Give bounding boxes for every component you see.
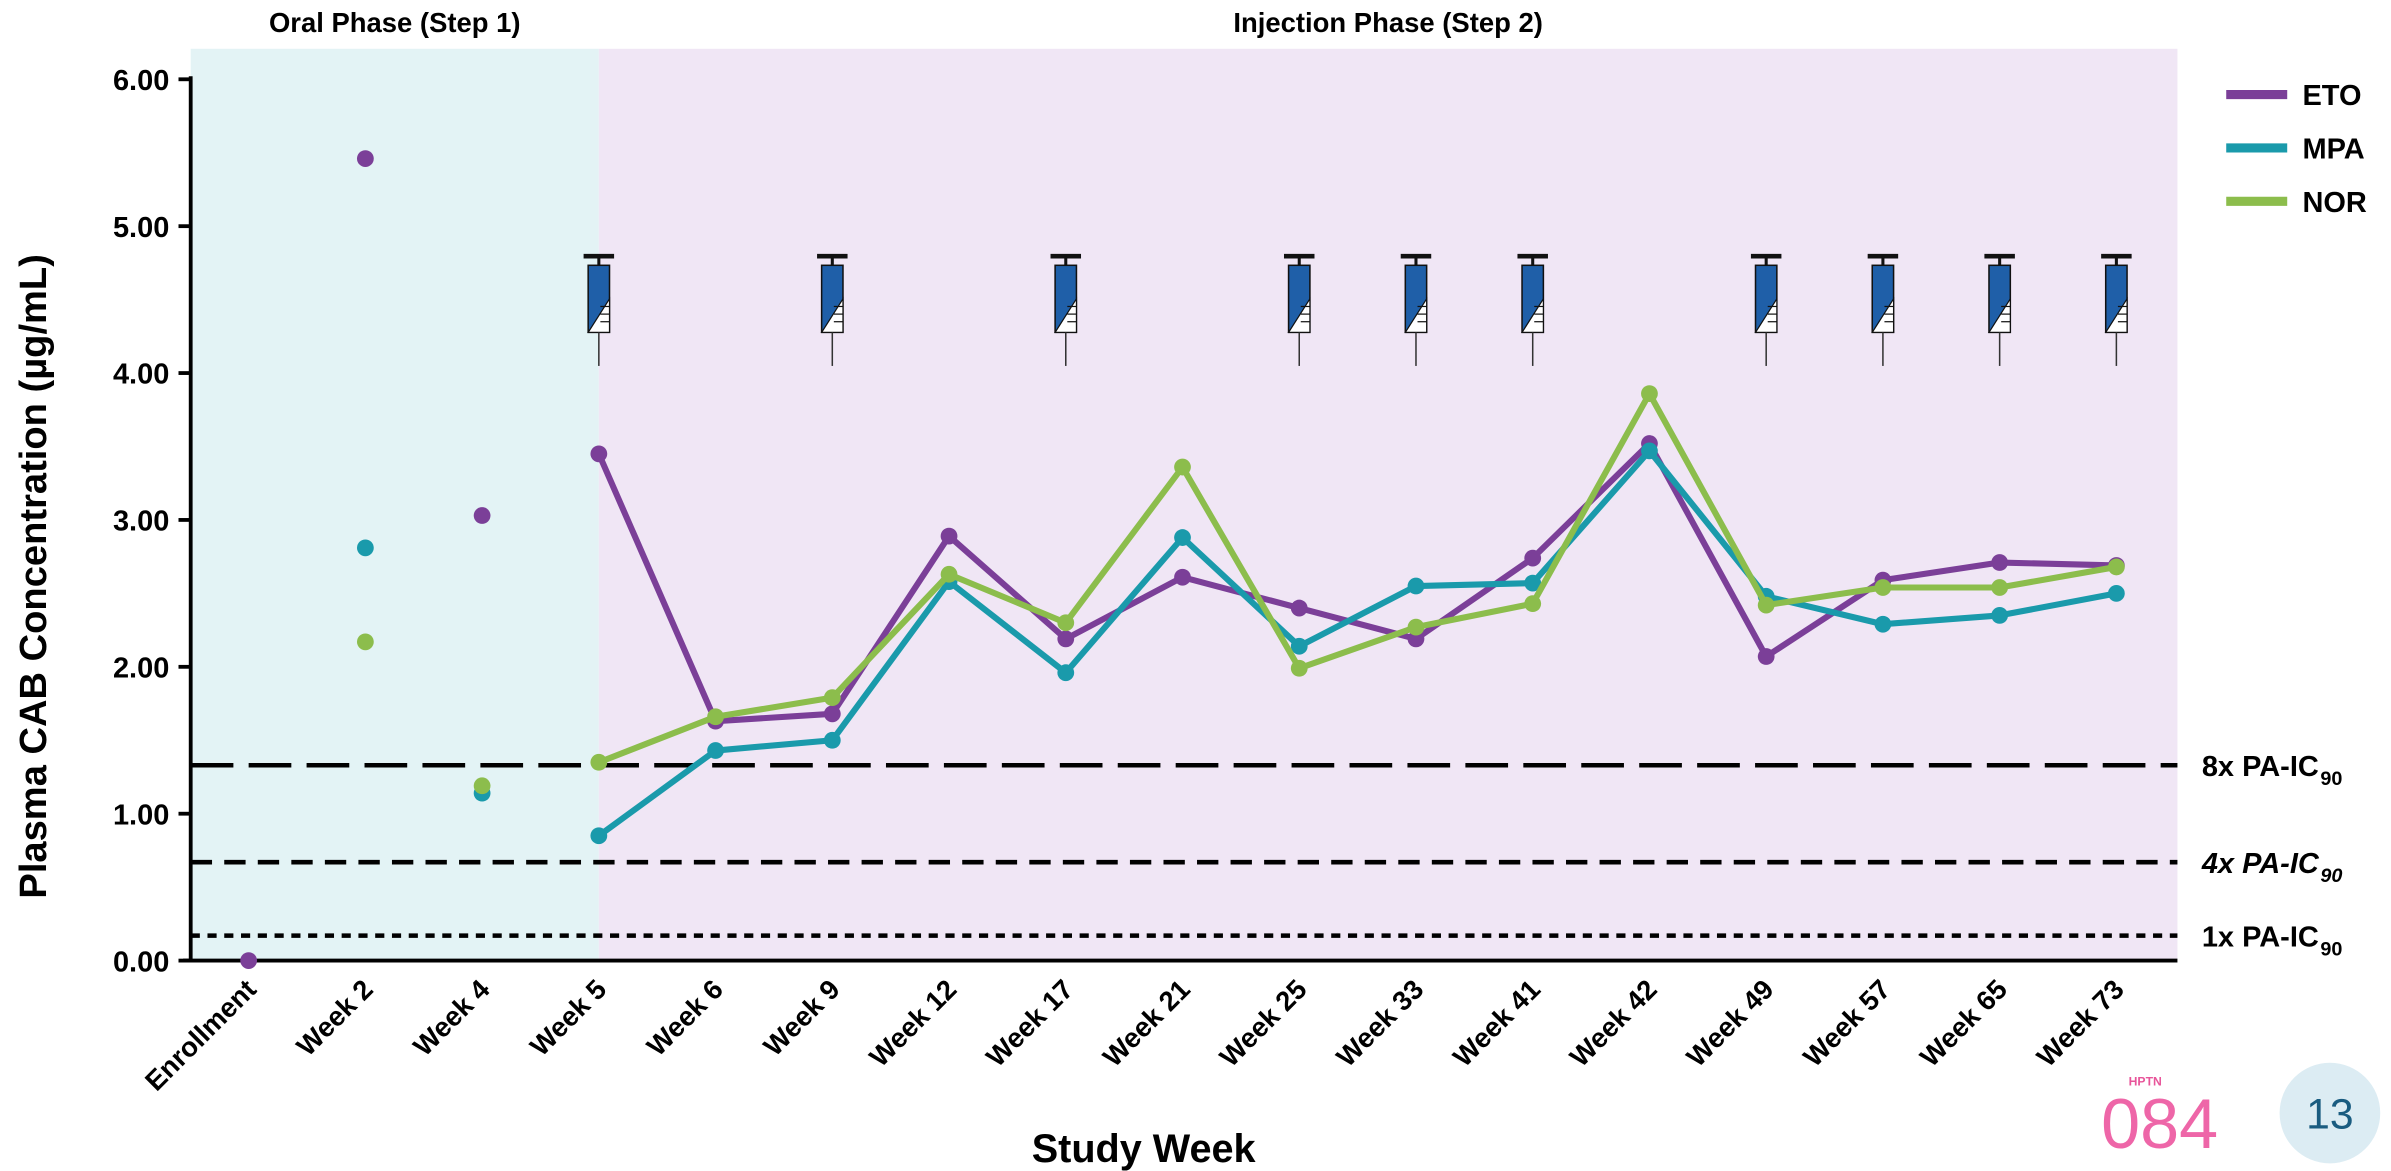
logo: 084 (2101, 1085, 2218, 1163)
x-tick-label: Week 73 (2031, 973, 2130, 1072)
x-tick-label: Week 17 (980, 973, 1079, 1072)
data-point (1991, 554, 2009, 571)
x-tick-label: Week 57 (1797, 973, 1896, 1072)
x-tick-label: Enrollment (139, 973, 262, 1096)
x-axis-title: Study Week (1032, 1127, 1257, 1171)
phase-band (190, 48, 599, 961)
data-point (1174, 458, 1191, 476)
data-point (1057, 614, 1075, 632)
data-point (1991, 607, 2009, 624)
data-point (707, 742, 724, 759)
data-point (473, 777, 491, 795)
y-tick-label: 6.00 (113, 65, 169, 97)
x-tick-label: Week 2 (290, 973, 378, 1061)
legend-label: ETO (2302, 80, 2361, 112)
data-point (1524, 595, 1542, 613)
data-point (1757, 596, 1775, 614)
data-point (1290, 599, 1308, 617)
data-point (590, 445, 608, 463)
syringe-icon (1984, 253, 2015, 366)
phase-label: Oral Phase (Step 1) (269, 7, 521, 38)
series-line (597, 390, 2117, 766)
data-point (356, 150, 374, 167)
syringe-icon (1517, 253, 1548, 366)
x-tick-label: Week 12 (863, 973, 962, 1072)
data-point (823, 731, 841, 749)
data-point (1407, 618, 1425, 636)
reference-label: 4x PA-IC (2201, 848, 2320, 880)
data-point (1991, 579, 2009, 596)
y-axis-title: Plasma CAB Concentration (µg/mL) (13, 254, 55, 898)
reference-subscript: 90 (2320, 768, 2342, 790)
data-point (2107, 558, 2125, 576)
data-point (356, 539, 374, 557)
data-point (1174, 568, 1191, 586)
data-point (473, 507, 491, 524)
x-tick-label: Week 42 (1564, 973, 1663, 1072)
x-tick-label: Week 49 (1680, 973, 1779, 1072)
data-point (1874, 615, 1892, 633)
data-point (1874, 579, 1892, 596)
data-point (1641, 442, 1658, 460)
data-point (590, 753, 608, 771)
data-point (356, 633, 374, 651)
reference-label: 8x PA-IC (2202, 751, 2319, 783)
syringe-icon (1050, 253, 1082, 366)
data-point (1057, 630, 1075, 648)
data-point (1757, 648, 1775, 665)
x-tick-label: Week 33 (1330, 973, 1429, 1072)
legend-label: MPA (2302, 134, 2364, 166)
x-tick-label: Week 25 (1213, 973, 1312, 1072)
reference-subscript: 90 (2320, 938, 2342, 960)
page-badge (2279, 1062, 2381, 1164)
data-point (1641, 385, 1658, 403)
data-point (1524, 549, 1542, 567)
data-point (1290, 659, 1308, 677)
legend-label: NOR (2302, 187, 2366, 219)
page-number: 13 (2306, 1090, 2353, 1138)
data-point (1407, 577, 1425, 595)
y-tick-label: 5.00 (113, 212, 169, 244)
syringe-icon (817, 253, 848, 366)
series-line (597, 447, 2117, 839)
y-tick-label: 0.00 (113, 946, 169, 978)
data-point (1174, 529, 1191, 546)
x-tick-label: Week 65 (1914, 973, 2013, 1072)
reference-label: 1x PA-IC (2202, 921, 2319, 953)
data-point (707, 708, 724, 726)
x-tick-label: Week 4 (407, 973, 496, 1062)
data-point (240, 952, 258, 969)
y-tick-label: 3.00 (113, 506, 169, 538)
reference-subscript: 90 (2320, 865, 2342, 887)
data-point (823, 705, 841, 723)
y-tick-label: 4.00 (113, 359, 169, 391)
data-point (2107, 584, 2125, 602)
syringe-icon (2101, 253, 2132, 366)
data-point (823, 689, 841, 707)
data-point (1524, 574, 1542, 592)
syringe-icon (1283, 253, 1315, 366)
data-point (940, 527, 958, 545)
data-point (590, 827, 608, 845)
x-tick-label: Week 5 (524, 973, 612, 1061)
data-point (1057, 664, 1075, 682)
x-tick-label: Week 6 (641, 973, 729, 1061)
phase-label: Injection Phase (Step 2) (1233, 7, 1543, 38)
y-tick-label: 1.00 (113, 799, 169, 831)
data-point (1407, 630, 1425, 648)
logo-small: HPTN (2129, 1075, 2162, 1089)
syringe-icon (1400, 253, 1432, 366)
x-tick-label: Week 21 (1097, 973, 1196, 1072)
x-tick-label: Week 9 (757, 973, 845, 1061)
phase-band (598, 48, 2178, 961)
x-tick-label: Week 41 (1447, 973, 1546, 1072)
syringe-icon (1867, 253, 1899, 366)
phase-backgrounds (190, 48, 2178, 961)
y-tick-label: 2.00 (113, 652, 169, 684)
syringe-icon (1750, 253, 1782, 366)
syringe-icon (583, 253, 615, 366)
data-point (940, 565, 958, 583)
data-point (1290, 637, 1308, 655)
